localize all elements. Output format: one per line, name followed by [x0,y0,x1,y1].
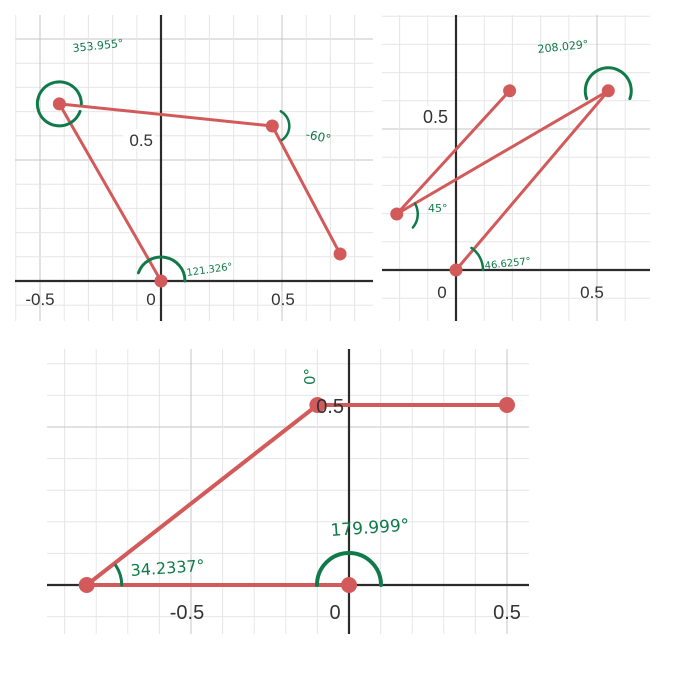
angle-label: -60° [304,127,332,146]
x-tick-label: -0.5 [170,602,204,624]
grid [382,15,650,321]
angle-arc [35,80,83,128]
x-tick-label: -0.5 [25,290,54,309]
segments [84,403,509,587]
x-tick-label: 0 [146,290,155,309]
segments [395,89,610,272]
vertex-point[interactable] [390,207,404,221]
angle-arc [470,246,485,272]
segments [57,102,342,283]
angle-label: 45° [428,202,448,215]
axes [382,15,650,321]
y-tick-label: 0.5 [423,107,448,127]
vertices [52,97,347,288]
angle-label: 208.029° [537,38,589,56]
vertex-point[interactable] [309,397,326,413]
graph-panel-1: -0.5 0 0.5 0.5 353.955° -60° 121.326° [15,15,373,321]
graph-panel-3: -0.5 0 0.5 0.5 34.2337° 0° 179.999° [47,349,529,634]
angle-arcs [411,66,633,272]
angle-arc [136,255,187,283]
angle-arc [411,202,420,229]
vertex-point[interactable] [449,263,463,277]
y-tick-label: 0.5 [129,131,153,150]
angle-label: 179.999° [330,516,410,541]
segment [57,102,274,128]
x-tick-label: 0.5 [271,290,295,309]
segment [57,102,163,283]
segment [84,403,320,587]
vertex-point[interactable] [503,84,517,98]
angle-arc [114,563,124,587]
angle-label: 353.955° [72,37,124,55]
vertex-point[interactable] [341,577,357,593]
vertex-point[interactable] [154,274,168,288]
x-tick-label: 0 [437,283,446,302]
angle-arc [583,66,633,101]
vertex-point[interactable] [601,84,615,98]
x-tick-label: 0.5 [493,602,521,624]
segment [395,89,512,216]
segment [454,89,610,272]
graph-panel-2: 0 0.5 0.5 45° 208.029° 46.6257° [382,15,650,321]
vertex-point[interactable] [52,97,66,111]
axes [47,349,529,634]
angle-label: 34.2337° [130,556,205,580]
vertex-point[interactable] [78,577,95,593]
angle-label: 0° [301,368,319,385]
angle-arcs [114,551,383,587]
grid [47,349,529,634]
vertex-point[interactable] [265,119,279,133]
segment [395,89,610,216]
vertex-point[interactable] [499,397,515,413]
x-tick-label: 0 [329,602,340,624]
vertices [78,397,515,593]
y-tick-label: 0.5 [316,396,344,418]
tick-label-bg [123,129,155,149]
axes [15,15,373,321]
angle-arc [315,551,383,587]
angle-label: 46.6257° [484,256,531,272]
tick-label-bg [414,106,452,128]
x-tick-label: 0.5 [580,283,604,302]
angle-arcs [35,80,291,283]
vertex-point[interactable] [333,247,347,261]
vertices [390,84,615,277]
segment [270,124,342,256]
angle-arc [279,110,291,142]
